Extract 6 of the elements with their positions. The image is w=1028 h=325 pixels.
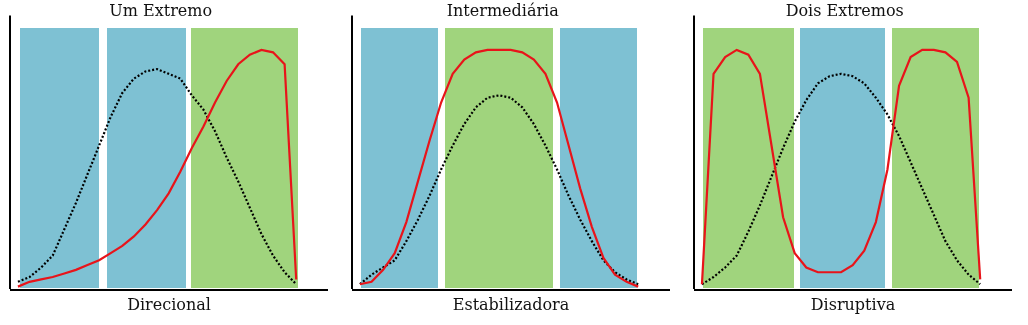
x-axis-title: Estabilizadora [452,295,570,315]
chart-title: Um Extremo [109,1,213,21]
x-axis-title: Disruptiva [810,295,896,315]
chart-title: Dois Extremos [785,1,904,21]
chart-title: Intermediária [446,1,560,21]
x-axis-title: Direcional [127,295,211,315]
